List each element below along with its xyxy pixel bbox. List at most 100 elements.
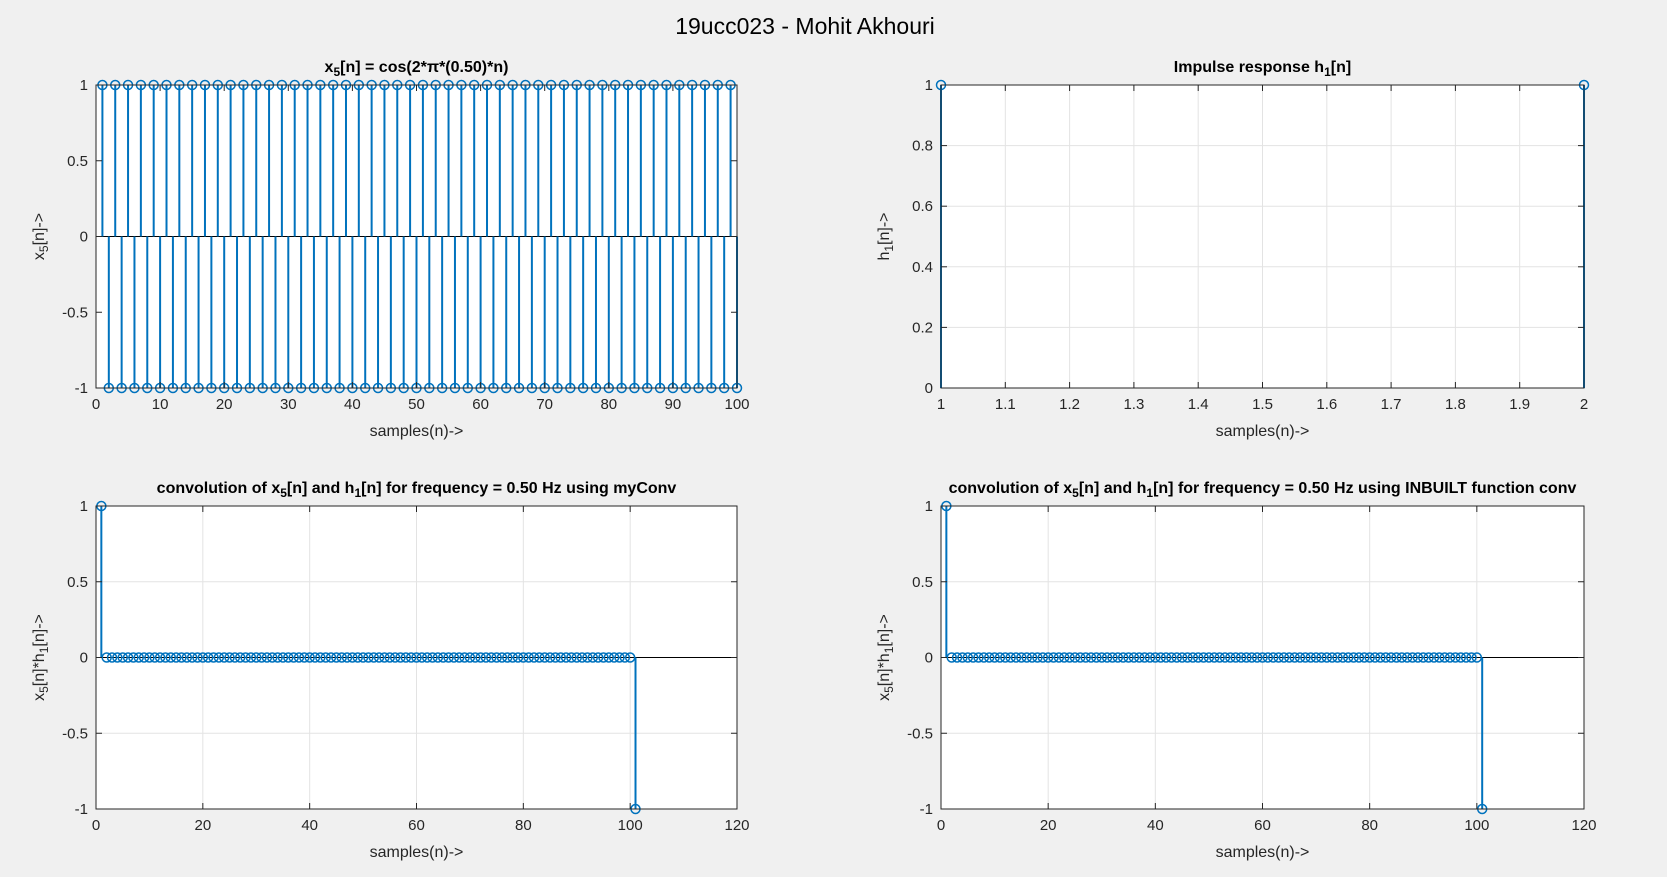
stem-marker	[946, 652, 957, 663]
plot-title: x5[n] = cos(2*π*(0.50)*n)	[325, 59, 509, 79]
stem-marker	[213, 652, 225, 663]
stem-marker	[592, 652, 604, 663]
stem-marker	[555, 652, 566, 663]
stem-marker	[208, 652, 219, 663]
stem-series	[97, 79, 743, 394]
x-tick-label: 1.7	[1381, 396, 1402, 413]
x-tick-label: 40	[1147, 817, 1164, 834]
y-tick-label: 0.5	[67, 574, 88, 591]
stem-marker	[1010, 652, 1022, 663]
stem-marker	[1391, 652, 1402, 663]
stem-marker	[1160, 652, 1172, 663]
stem-marker	[197, 652, 209, 663]
stem-marker	[459, 652, 470, 663]
y-tick-label: 0.8	[912, 138, 933, 155]
x-tick-label: 70	[536, 396, 553, 413]
stem-marker	[475, 652, 486, 663]
x-tick-label: 100	[618, 817, 643, 834]
stem-marker	[1348, 652, 1359, 663]
stem-marker	[347, 652, 358, 663]
stem-marker	[496, 652, 508, 663]
stem-marker	[989, 652, 1000, 663]
stem-marker	[165, 652, 177, 663]
stem-marker	[1107, 652, 1118, 663]
y-axis-label: h1[n]->	[876, 212, 896, 260]
stem-marker	[1101, 652, 1113, 663]
x-tick-label: 1.1	[995, 396, 1016, 413]
stem-marker	[443, 652, 454, 663]
stem-marker	[1434, 652, 1445, 663]
stem-marker	[1053, 652, 1065, 663]
x-axis-label: samples(n)->	[370, 423, 464, 440]
x-tick-label: 120	[724, 817, 749, 834]
x-tick-label: 20	[216, 396, 233, 413]
stem-marker	[1203, 652, 1215, 663]
stem-marker	[368, 652, 380, 663]
stem-marker	[608, 652, 620, 663]
stem-marker	[550, 652, 561, 663]
stem-marker	[1176, 652, 1188, 663]
stem-marker	[962, 652, 974, 663]
stem-marker	[272, 652, 283, 663]
stem-marker	[512, 652, 524, 663]
stem-marker	[411, 652, 422, 663]
stem-marker	[1380, 652, 1391, 663]
y-tick-label: 1	[80, 498, 88, 515]
x-tick-label: 90	[665, 396, 682, 413]
stem-marker	[352, 652, 363, 663]
stem-marker	[603, 652, 615, 663]
x-tick-label: 60	[472, 396, 489, 413]
stem-marker	[1064, 652, 1075, 663]
y-tick-label: 0.4	[912, 259, 933, 276]
stem-marker	[234, 652, 246, 663]
stem-marker	[315, 652, 326, 663]
stem-marker	[149, 652, 161, 663]
stem-marker	[128, 652, 139, 663]
stem-marker	[1058, 652, 1070, 663]
stem-marker	[480, 652, 492, 663]
y-tick-label: 1	[925, 498, 933, 515]
stem-marker	[229, 652, 241, 663]
stem-marker	[1396, 652, 1408, 663]
x-tick-label: 0	[92, 396, 100, 413]
stem-marker	[518, 652, 529, 663]
stem-marker	[1418, 652, 1429, 663]
x-tick-label: 80	[515, 817, 532, 834]
x-tick-label: 20	[1040, 817, 1057, 834]
stem-marker	[1144, 652, 1156, 663]
stem-marker	[1037, 652, 1049, 663]
stem-marker	[1428, 652, 1440, 663]
stem-marker	[1466, 652, 1477, 663]
stem-marker	[560, 652, 572, 663]
x-tick-label: 0	[92, 817, 100, 834]
stem-marker	[973, 652, 984, 663]
x-tick-label: 40	[301, 817, 318, 834]
stem-marker	[1460, 652, 1472, 663]
y-tick-label: -0.5	[62, 304, 88, 321]
stem-marker	[1385, 652, 1397, 663]
stem-marker	[101, 652, 112, 663]
x-tick-label: 100	[1464, 817, 1489, 834]
stem-marker	[571, 652, 582, 663]
stem-marker	[416, 652, 428, 663]
y-tick-label: -1	[920, 801, 933, 818]
stem-marker	[994, 652, 1006, 663]
stem-marker	[1042, 652, 1054, 663]
stem-marker	[614, 652, 625, 663]
stem-marker	[293, 652, 305, 663]
stem-marker	[576, 652, 588, 663]
stem-marker	[363, 652, 374, 663]
stem-marker	[1251, 652, 1263, 663]
x-axis-label: samples(n)->	[1216, 423, 1310, 440]
stem-marker	[1364, 652, 1375, 663]
stem-marker	[1166, 652, 1177, 663]
stem-marker	[1284, 652, 1295, 663]
stem-marker	[453, 652, 465, 663]
x-tick-label: 0	[937, 817, 945, 834]
stem-marker	[373, 652, 385, 663]
stem-marker	[534, 652, 545, 663]
stem-marker	[400, 652, 412, 663]
stem-marker	[181, 652, 193, 663]
x-tick-label: 120	[1571, 817, 1596, 834]
